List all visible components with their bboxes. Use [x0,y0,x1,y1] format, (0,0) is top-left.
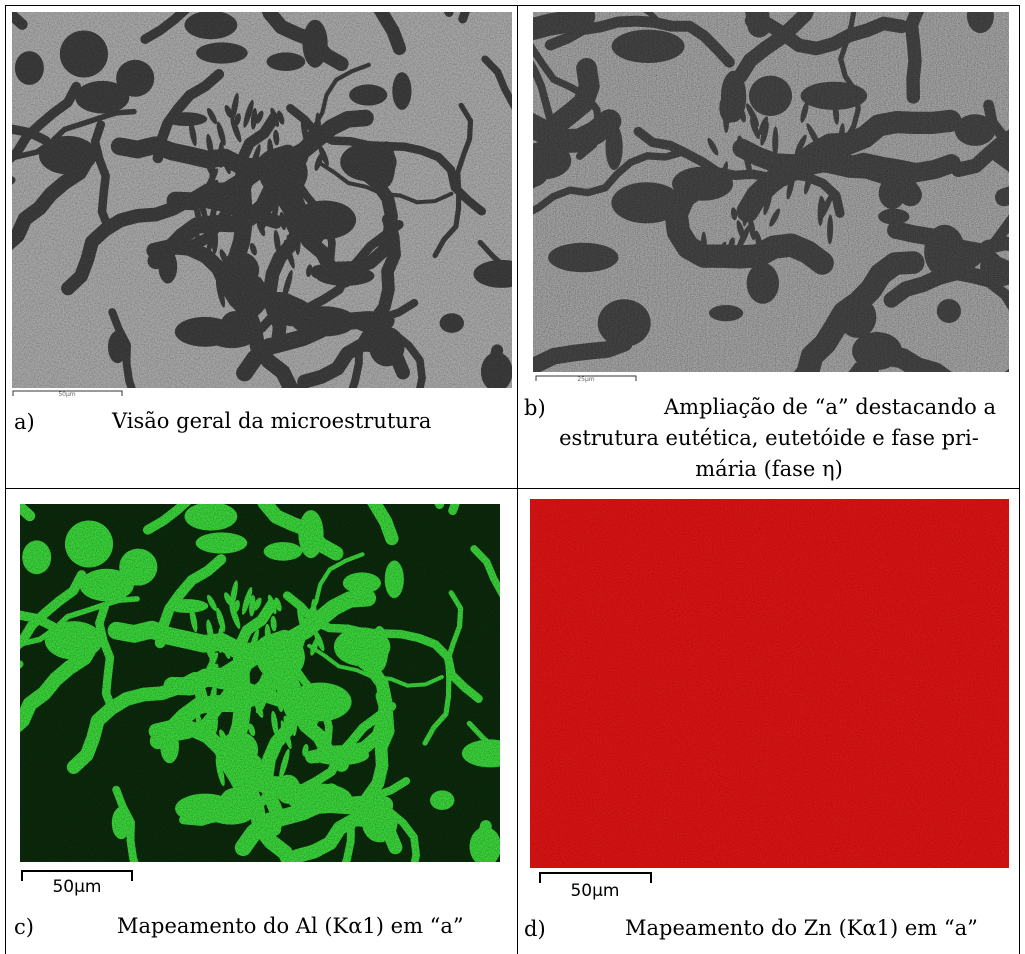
scale-label: 50µm [570,881,619,901]
panel-label: a) [14,410,35,434]
caption-line: estrutura eutética, eutetóide e fase pri… [524,423,1014,454]
caption: Mapeamento do Zn (Kα1) em “a” [625,913,978,944]
caption: Visão geral da microestrutura [112,406,431,437]
panel-label: d) [524,917,546,941]
caption-line: Visão geral da microestrutura [112,409,431,433]
figure-page: 50µm 25µm 50µm 50µm a) Visão geral da mi… [0,0,1025,954]
scale-label: 25µm [577,376,594,383]
scale-label: 50µm [58,391,75,398]
scale-label: 50µm [52,877,101,897]
panel-label: c) [14,915,34,939]
caption-line: Mapeamento do Al (Kα1) em “a” [117,914,464,938]
caption: Ampliação de “a” destacando a estrutura … [524,392,1014,485]
caption-line: Ampliação de “a” destacando a [524,392,1014,423]
caption-line: Mapeamento do Zn (Kα1) em “a” [625,916,978,940]
caption-line: mária (fase η) [524,454,1014,485]
caption: Mapeamento do Al (Kα1) em “a” [117,911,464,942]
